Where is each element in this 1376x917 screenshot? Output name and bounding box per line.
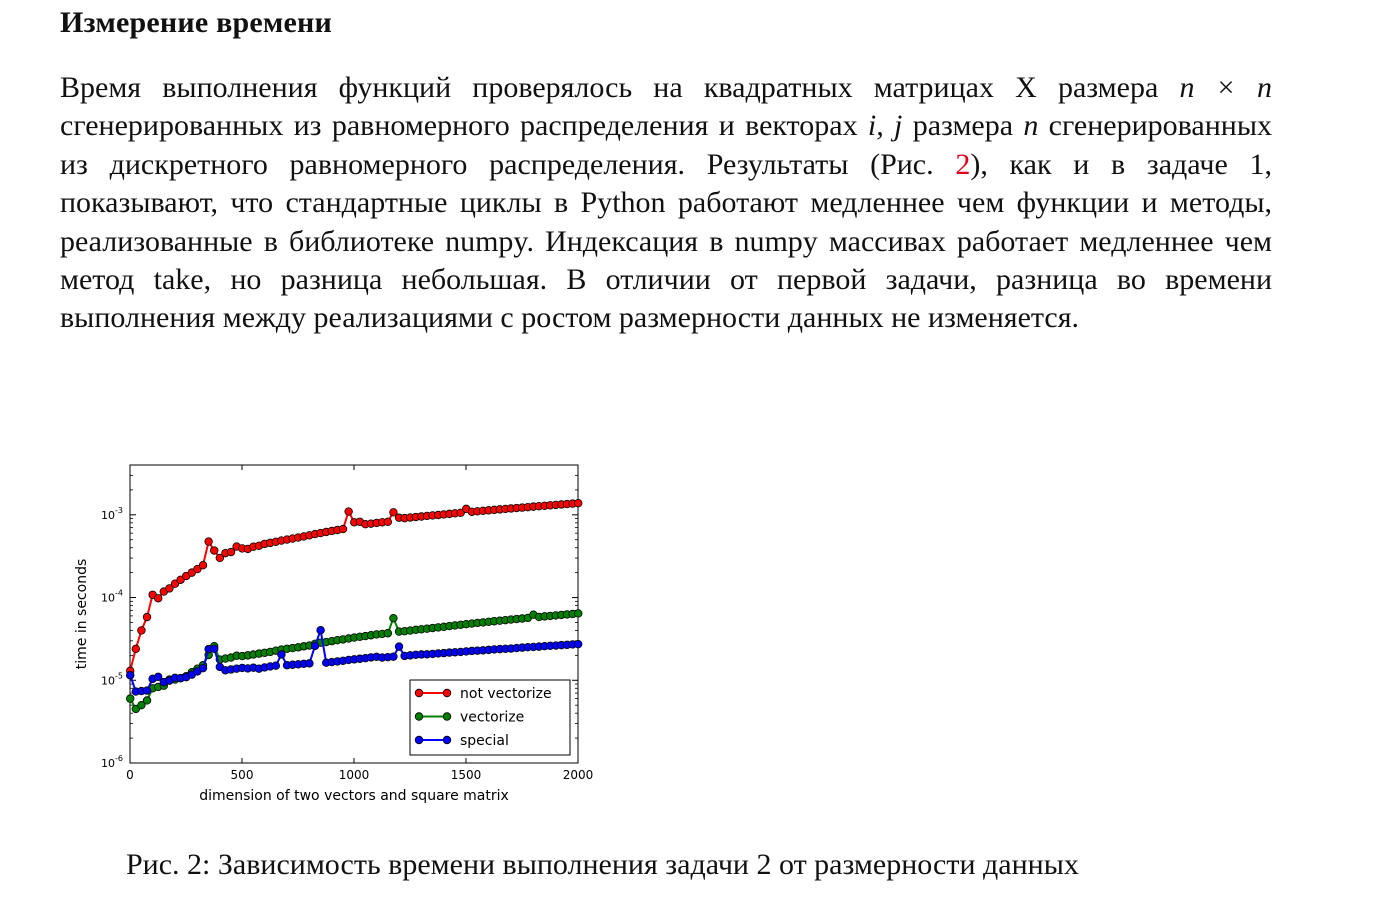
legend-label: vectorize: [460, 710, 524, 726]
data-point: [204, 537, 213, 546]
x-tick-label: 0: [126, 768, 134, 782]
data-point: [142, 612, 152, 622]
legend-marker: [442, 735, 452, 745]
math-n-times-n: n × n: [1179, 71, 1272, 104]
data-point: [198, 560, 208, 570]
paragraph-text: сгенерированных из дискретного равномерн…: [60, 109, 1272, 181]
data-point: [126, 694, 135, 703]
data-point: [305, 659, 314, 668]
paragraph-text: Время выполнения функций проверялось на …: [60, 71, 1180, 104]
data-point: [574, 609, 583, 618]
data-point: [215, 553, 225, 563]
y-tick-label: 10-6: [101, 754, 123, 770]
data-point: [389, 613, 398, 623]
timing-chart: 0 500 1000 1500 2000 10-6 10-5 10-4 10-3 dimensio…: [74, 464, 594, 804]
chart-series: [126, 498, 583, 714]
paragraph-text: размера: [902, 109, 1024, 143]
y-tick-label: 10-4: [101, 589, 123, 605]
data-point: [131, 644, 141, 654]
y-axis-label: time in seconds: [74, 559, 90, 670]
data-point: [344, 507, 353, 516]
math-i-j: i, j: [867, 109, 903, 143]
chart-legend: not vectorize vectorize special: [409, 679, 571, 756]
data-point: [137, 700, 146, 710]
data-point: [210, 644, 219, 654]
legend-label: special: [460, 733, 509, 749]
legend-marker: [414, 688, 424, 698]
data-point: [383, 517, 393, 527]
legend-marker: [414, 735, 424, 745]
data-point: [394, 642, 404, 651]
data-point: [165, 584, 174, 593]
data-point: [389, 508, 398, 517]
data-point: [137, 626, 146, 635]
chart-axes: 0 500 1000 1500 2000 10-6 10-5 10-4 10-3 dimensio…: [74, 464, 594, 804]
data-point: [271, 661, 281, 670]
data-point: [383, 629, 393, 638]
data-point: [142, 686, 152, 695]
data-point: [574, 639, 583, 649]
legend-item: not vectorize: [414, 686, 552, 702]
legend-marker: [442, 688, 452, 698]
series-special: [126, 625, 583, 696]
data-point: [142, 696, 152, 705]
math-n: n: [1023, 109, 1039, 143]
data-point: [210, 546, 219, 555]
x-tick-label: 1000: [339, 768, 370, 782]
x-axis-label: dimension of two vectors and square matr…: [199, 788, 509, 804]
paragraph-text: сгенерированных из равномерного распреде…: [60, 109, 868, 143]
paragraph-text: ), как и в задаче 1, показывают, что ста…: [60, 147, 1272, 335]
data-point: [277, 650, 286, 659]
data-point: [389, 652, 398, 661]
figure-reference-link[interactable]: 2: [955, 147, 971, 181]
x-tick-label: 2000: [563, 768, 594, 782]
data-point: [154, 594, 163, 603]
legend-marker: [442, 712, 452, 721]
data-point: [154, 672, 163, 682]
legend-marker: [414, 712, 424, 721]
data-point: [126, 671, 135, 680]
data-point: [456, 508, 465, 518]
x-tick-label: 500: [231, 768, 254, 782]
figure-2: 0 500 1000 1500 2000 10-6 10-5 10-4 10-3 dimensio…: [60, 450, 620, 810]
data-point: [310, 641, 320, 651]
series-not-vectorize: [126, 498, 583, 676]
data-point: [574, 498, 583, 508]
data-point: [170, 579, 180, 588]
data-point: [316, 625, 325, 635]
body-paragraph: Время выполнения функций проверялось на …: [60, 69, 1272, 338]
x-tick-label: 1500: [451, 768, 482, 782]
data-point: [226, 547, 236, 557]
section-title: Измерение времени: [60, 6, 333, 39]
figure-caption: Рис. 2: Зависимость времени выполнения з…: [126, 848, 1079, 881]
legend-item: special: [414, 733, 509, 749]
data-point: [198, 663, 208, 673]
legend-label: not vectorize: [460, 686, 552, 702]
y-tick-label: 10-5: [101, 671, 123, 687]
y-tick-label: 10-3: [101, 506, 123, 522]
data-point: [338, 524, 348, 534]
legend-item: vectorize: [414, 710, 524, 726]
